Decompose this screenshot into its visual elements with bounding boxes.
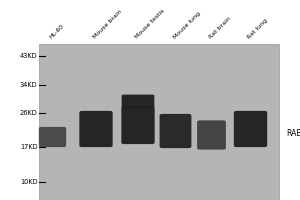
Text: Mouse lung: Mouse lung [172, 11, 201, 40]
Text: 43KD: 43KD [20, 53, 38, 59]
Text: Rat lung: Rat lung [247, 18, 269, 40]
FancyBboxPatch shape [197, 120, 226, 150]
Text: HL-60: HL-60 [49, 24, 65, 40]
Text: 34KD: 34KD [20, 82, 38, 88]
FancyBboxPatch shape [122, 106, 155, 144]
Text: 17KD: 17KD [20, 144, 38, 150]
Text: Rat brain: Rat brain [208, 16, 232, 40]
Text: Mouse testis: Mouse testis [134, 9, 166, 40]
FancyBboxPatch shape [80, 111, 113, 147]
FancyBboxPatch shape [39, 127, 66, 147]
Text: RAB13: RAB13 [286, 130, 300, 138]
Text: 10KD: 10KD [20, 179, 38, 185]
Text: 26KD: 26KD [20, 110, 38, 116]
FancyBboxPatch shape [234, 111, 267, 147]
FancyBboxPatch shape [122, 95, 154, 107]
Bar [39, 44, 279, 200]
Text: Mouse brain: Mouse brain [92, 9, 123, 40]
FancyBboxPatch shape [160, 114, 191, 148]
